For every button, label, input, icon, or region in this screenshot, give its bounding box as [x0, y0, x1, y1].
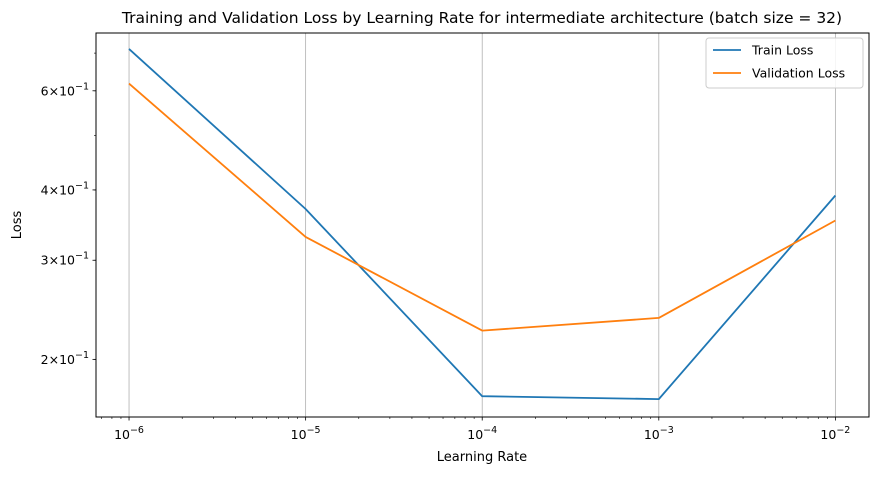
- y-tick-label-base: ×10: [49, 182, 75, 197]
- y-tick-label-exponent: −1: [75, 81, 89, 92]
- y-tick-label-base: ×10: [49, 253, 75, 268]
- series-line-train-loss: [128, 48, 837, 401]
- series-layer: [128, 48, 837, 401]
- x-tick-label-exponent: −5: [307, 425, 321, 436]
- y-axis-label: Loss: [10, 211, 25, 240]
- y-tick-label: 3×10−1: [41, 251, 89, 268]
- x-tick-label-base: 10: [644, 427, 660, 442]
- grid-layer: [128, 33, 836, 417]
- x-tick-label: 10−6: [114, 425, 144, 442]
- x-tick-label: 10−3: [644, 425, 674, 442]
- y-tick-label-mantissa: 6: [41, 83, 49, 98]
- y-axis: 2×10−13×10−14×10−16×10−1: [41, 52, 96, 367]
- x-tick-label-exponent: −6: [130, 425, 144, 436]
- y-tick-label-base: ×10: [49, 352, 75, 367]
- chart-title: Training and Validation Loss by Learning…: [121, 9, 842, 27]
- x-axis: 10−6 10−5 10−4 10−3 10−2: [101, 417, 850, 442]
- y-tick-label-exponent: −1: [75, 350, 89, 361]
- x-tick-label: 10−2: [820, 425, 850, 442]
- x-tick-label-exponent: −2: [836, 425, 850, 436]
- y-tick-label-base: ×10: [49, 83, 75, 98]
- legend-label-train-loss: Train Loss: [751, 43, 813, 58]
- y-tick-label: 6×10−1: [41, 81, 89, 98]
- y-tick-label: 4×10−1: [41, 180, 89, 197]
- legend-label-validation-loss: Validation Loss: [752, 66, 845, 81]
- y-tick-label-exponent: −1: [75, 180, 89, 191]
- x-tick-label-base: 10: [114, 427, 130, 442]
- x-tick-label-exponent: −3: [660, 425, 674, 436]
- legend: Train Loss Validation Loss: [705, 37, 864, 89]
- legend-box: [705, 37, 864, 89]
- y-tick-label-mantissa: 2: [41, 352, 49, 367]
- x-tick-label-base: 10: [467, 427, 483, 442]
- x-tick-label: 10−5: [291, 425, 321, 442]
- x-tick-label-base: 10: [291, 427, 307, 442]
- y-tick-label-mantissa: 4: [41, 182, 49, 197]
- y-tick-label: 2×10−1: [41, 350, 89, 367]
- x-tick-label-base: 10: [820, 427, 836, 442]
- x-axis-label: Learning Rate: [437, 450, 527, 465]
- y-tick-label-mantissa: 3: [41, 253, 49, 268]
- series-line-validation-loss: [128, 82, 836, 332]
- x-tick-label-exponent: −4: [483, 425, 497, 436]
- y-tick-label-exponent: −1: [75, 251, 89, 262]
- x-tick-label: 10−4: [467, 425, 497, 442]
